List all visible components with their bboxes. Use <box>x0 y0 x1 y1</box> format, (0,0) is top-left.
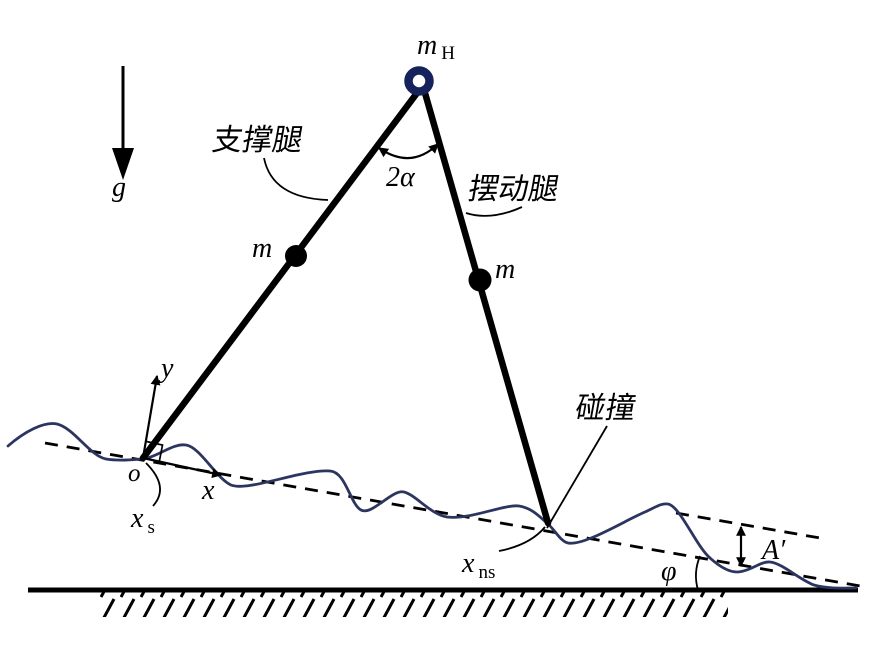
y-axis-arrow <box>141 374 161 459</box>
slope-dashed-line <box>44 441 861 588</box>
slope-angle-label: φ <box>661 556 677 587</box>
support-leg-mass <box>285 245 307 267</box>
y-axis-label: y <box>158 353 174 384</box>
gravity-arrowhead-icon <box>112 148 134 180</box>
amplitude-label: A′ <box>760 535 786 566</box>
support-leg-leader-line <box>263 157 329 201</box>
terrain-curve <box>6 422 858 590</box>
swing-leg-name-label: 摆动腿 <box>466 172 562 206</box>
swing-foot-label: x ns <box>461 548 495 583</box>
swing-foot-leader-line <box>498 526 546 552</box>
leg-angle-label: 2α <box>386 162 416 193</box>
stance-foot-label-subscript: s <box>147 517 154 538</box>
support-leg-line <box>139 89 421 462</box>
swing-leg-line <box>421 89 552 527</box>
stance-foot-leader-line <box>145 462 161 507</box>
support-leg-mass-label: m <box>252 233 272 264</box>
stance-foot-label: x s <box>130 503 155 538</box>
gravity-label: g <box>112 172 126 203</box>
support-leg-name-label: 支撑腿 <box>210 123 306 157</box>
swing-leg-mass-label: m <box>495 254 515 285</box>
stance-foot-label-base: x <box>130 503 144 534</box>
hip-mass-ring <box>404 66 434 96</box>
hip-mass-label: m H <box>417 30 455 64</box>
x-axis-label: x <box>201 475 215 506</box>
x-axis-arrow <box>142 456 223 478</box>
swing-foot-label-base: x <box>461 548 475 579</box>
leg-angle-arc <box>378 143 439 160</box>
collision-leader-line <box>546 425 608 529</box>
gravity-arrow <box>112 66 134 180</box>
swing-leg-mass <box>468 268 492 292</box>
ground-hatching <box>96 592 728 617</box>
swing-foot-label-subscript: ns <box>478 562 495 583</box>
collision-label: 碰撞 <box>573 391 639 425</box>
slope-angle-arc <box>695 555 701 591</box>
right-angle-marker <box>146 440 164 461</box>
origin-label: o <box>128 460 141 487</box>
hip-mass-label-base: m <box>417 30 437 61</box>
upper-band-dashed-line <box>675 511 821 540</box>
swing-leg-leader-line <box>465 206 523 217</box>
hip-mass-label-subscript: H <box>441 43 455 64</box>
